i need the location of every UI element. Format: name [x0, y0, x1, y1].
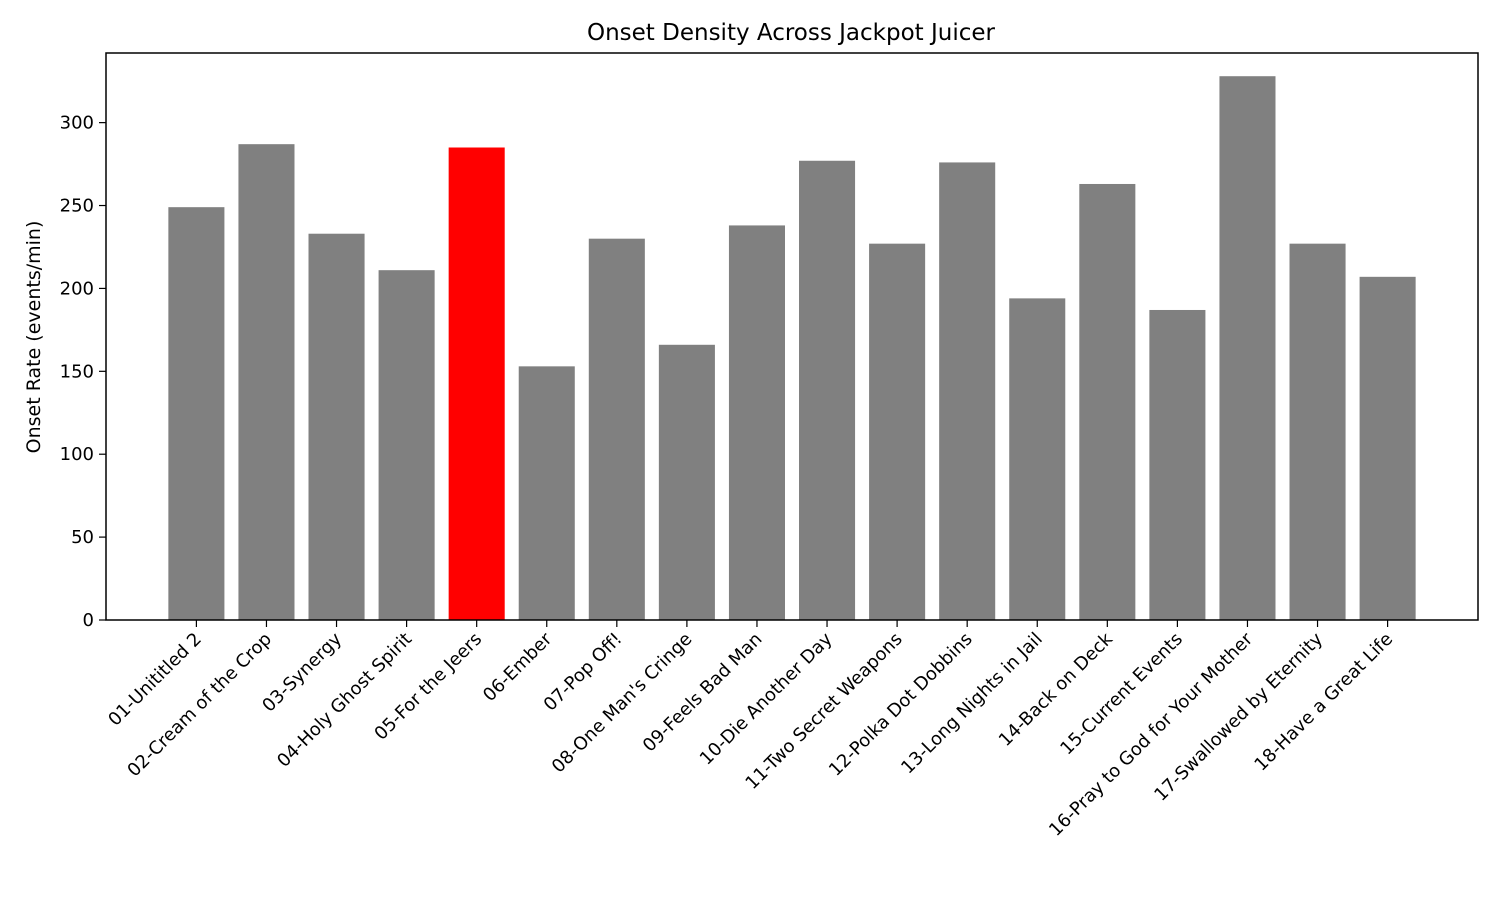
bar: [1079, 183, 1136, 620]
bar: [308, 233, 365, 620]
x-tick-label: 02-Cream of the Crop: [123, 629, 276, 782]
x-tick-label: 13-Long Nights in Jail: [897, 629, 1047, 779]
bar: [378, 270, 435, 620]
y-axis-ticks: 0 50 100 150 200 250 300: [60, 113, 106, 631]
bar: [658, 344, 715, 620]
bar: [799, 160, 856, 620]
x-tick-label: 08-One Man's Cringe: [548, 629, 697, 778]
bar: [939, 162, 996, 621]
bar: [1289, 243, 1346, 620]
bar: [168, 207, 225, 620]
bar: [588, 238, 645, 620]
y-tick-label: 250: [60, 196, 94, 217]
bar: [238, 144, 295, 620]
chart-title: Onset Density Across Jackpot Juicer: [587, 20, 996, 46]
y-tick-label: 50: [71, 527, 94, 548]
y-tick-label: 100: [60, 444, 94, 465]
y-axis-label: Onset Rate (events/min): [23, 221, 45, 454]
x-axis-ticks: 01-Unititled 202-Cream of the Crop03-Syn…: [104, 620, 1397, 841]
bar: [1149, 309, 1206, 620]
bar: [728, 225, 785, 621]
plot-frame: [105, 52, 1479, 621]
y-tick-label: 300: [60, 113, 94, 134]
y-tick-label: 150: [60, 361, 94, 382]
bar: [869, 243, 926, 620]
x-tick-label: 18-Have a Great Life: [1250, 629, 1397, 776]
x-tick-label: 12-Polka Dot Dobbins: [825, 629, 977, 781]
y-tick-label: 0: [83, 610, 94, 631]
bar: [1009, 298, 1066, 620]
x-tick-label: 04-Holy Ghost Spirit: [273, 629, 416, 772]
y-tick-label: 200: [60, 278, 94, 299]
x-tick-label: 15-Current Events: [1056, 629, 1187, 760]
bars-layer: [168, 76, 1416, 621]
bar: [518, 366, 575, 620]
x-tick-label: 09-Feels Bad Man: [639, 629, 767, 757]
x-tick-label: 10-Die Another Day: [696, 628, 837, 769]
bar-highlighted: [448, 147, 505, 620]
bar: [1219, 76, 1276, 620]
bar: [1359, 276, 1416, 620]
